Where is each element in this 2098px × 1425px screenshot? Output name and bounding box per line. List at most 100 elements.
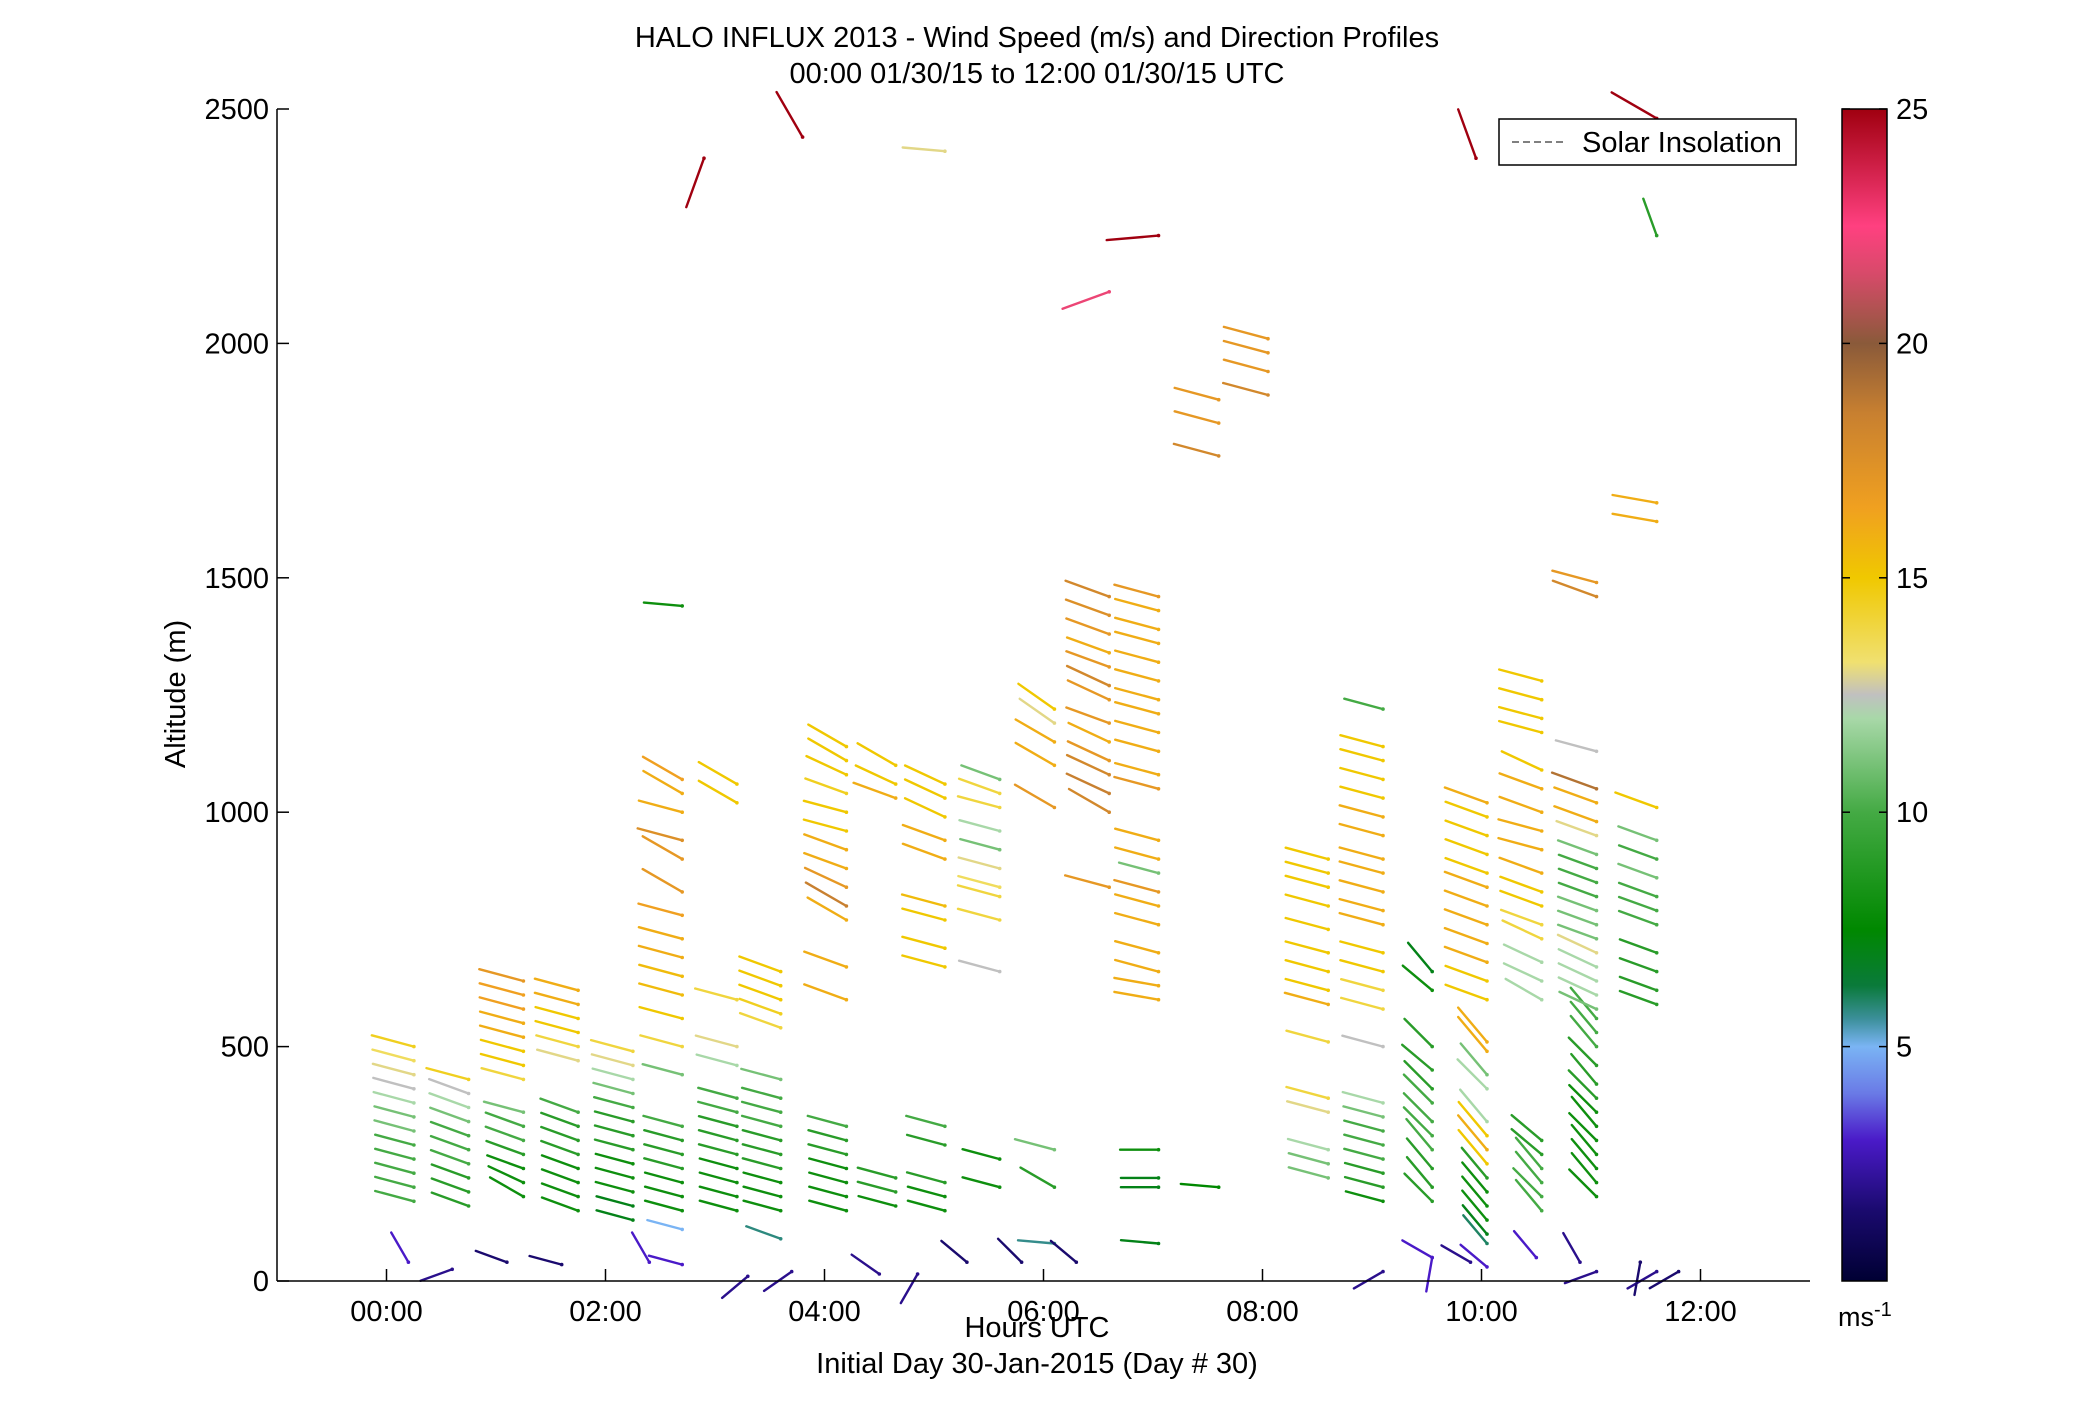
wind-barb bbox=[1284, 977, 1330, 992]
wind-barb bbox=[479, 1052, 525, 1067]
wind-barb bbox=[1339, 996, 1385, 1011]
wind-barb bbox=[1173, 386, 1220, 401]
wind-barb-tip bbox=[1216, 1185, 1221, 1189]
wind-barb-tip bbox=[1326, 969, 1330, 974]
wind-barb bbox=[641, 867, 684, 894]
wind-barb-tip bbox=[1485, 1133, 1489, 1138]
wind-barb bbox=[956, 795, 1001, 809]
wind-barb bbox=[1617, 825, 1658, 842]
wind-barb-tip bbox=[1216, 421, 1221, 425]
wind-barb-tip bbox=[1654, 857, 1659, 861]
surface-wind-barb bbox=[528, 1254, 563, 1266]
wind-barb-tip bbox=[466, 1077, 471, 1082]
wind-barb bbox=[478, 996, 525, 1011]
wind-barb bbox=[808, 1171, 848, 1184]
wind-barb-tip bbox=[735, 1096, 739, 1100]
upper-wind-barb-tip bbox=[1474, 156, 1478, 160]
wind-barb-tip bbox=[521, 1152, 526, 1157]
wind-barb bbox=[698, 1185, 739, 1198]
wind-barb bbox=[372, 1090, 416, 1105]
wind-barb-tip bbox=[521, 993, 526, 997]
wind-barb-tip bbox=[680, 810, 684, 814]
wind-barb bbox=[1342, 1105, 1385, 1119]
surface-wind-barb-tip bbox=[559, 1262, 564, 1267]
wind-barb bbox=[589, 1038, 635, 1053]
wind-barb-tip bbox=[1539, 1180, 1544, 1185]
wind-barb bbox=[590, 1053, 635, 1067]
wind-barb-tip bbox=[844, 1208, 849, 1213]
wind-barb-tip bbox=[997, 918, 1002, 922]
surface-wind-barb-tip bbox=[746, 1274, 750, 1279]
surface-wind-barb-tip bbox=[680, 1262, 684, 1267]
wind-barb-tip bbox=[576, 1166, 580, 1171]
wind-barb-tip bbox=[680, 1227, 684, 1232]
wind-barb bbox=[1510, 1113, 1543, 1142]
wind-barb-tip bbox=[1052, 721, 1057, 725]
surface-wind-barb-tip bbox=[1074, 1260, 1079, 1264]
wind-barb-tip bbox=[1539, 1138, 1544, 1143]
wind-barb-tip bbox=[1216, 397, 1221, 402]
wind-barb-tip bbox=[1485, 852, 1489, 857]
wind-barb bbox=[1402, 1092, 1434, 1123]
wind-barb bbox=[958, 819, 1001, 833]
wind-barb-tip bbox=[1326, 871, 1330, 875]
wind-barb bbox=[802, 818, 848, 833]
wind-barb-tip bbox=[680, 955, 684, 960]
wind-barb bbox=[901, 842, 947, 861]
wind-barb-tip bbox=[735, 1044, 739, 1049]
wind-barb-tip bbox=[1381, 908, 1385, 913]
y-tick-label: 2000 bbox=[204, 328, 269, 360]
wind-barb-tip bbox=[1594, 801, 1599, 805]
wind-barb bbox=[643, 1157, 684, 1170]
surface-wind-barb bbox=[1440, 1244, 1472, 1264]
wind-barb-tip bbox=[521, 1063, 526, 1068]
x-tick-label: 00:00 bbox=[350, 1296, 423, 1328]
wind-barb bbox=[374, 1175, 416, 1189]
wind-barb bbox=[594, 1180, 635, 1194]
wind-barb bbox=[1497, 668, 1543, 683]
wind-barb bbox=[1113, 583, 1160, 598]
wind-barb bbox=[1569, 1000, 1598, 1034]
x-tick-label: 10:00 bbox=[1445, 1296, 1518, 1328]
wind-barb bbox=[1287, 1166, 1330, 1180]
wind-barb-tip bbox=[1594, 922, 1599, 927]
wind-barb bbox=[1498, 856, 1543, 875]
wind-barb bbox=[1014, 718, 1056, 744]
wind-barb bbox=[1497, 818, 1543, 833]
wind-barb-tip bbox=[1539, 730, 1544, 735]
wind-barb bbox=[1065, 650, 1111, 669]
wind-barb-tip bbox=[1156, 890, 1161, 894]
wind-barb bbox=[1173, 410, 1220, 425]
wind-barb bbox=[905, 1171, 947, 1184]
wind-barb bbox=[374, 1189, 416, 1203]
wind-barb bbox=[1283, 991, 1330, 1006]
wind-barb-tip bbox=[1594, 787, 1599, 791]
wind-barb bbox=[1617, 895, 1658, 912]
wind-barb bbox=[1339, 978, 1385, 992]
wind-barb bbox=[1113, 775, 1160, 790]
wind-barb-tip bbox=[1539, 716, 1544, 721]
wind-barb bbox=[1461, 1189, 1489, 1222]
colorbar-unit-exponent: -1 bbox=[1874, 1299, 1892, 1321]
wind-barb-tip bbox=[680, 1072, 684, 1077]
wind-barb bbox=[540, 1125, 580, 1142]
wind-barb-tip bbox=[1052, 707, 1057, 711]
wind-barb bbox=[1514, 1136, 1543, 1170]
wind-barb-tip bbox=[893, 1190, 898, 1194]
wind-barb-tip bbox=[735, 782, 739, 786]
wind-barb bbox=[478, 982, 525, 997]
wind-barb-tip bbox=[1107, 758, 1111, 763]
wind-barb-tip bbox=[943, 1180, 947, 1185]
wind-barb bbox=[1066, 740, 1111, 762]
wind-barb bbox=[1403, 1172, 1434, 1203]
wind-barb bbox=[374, 1147, 416, 1161]
wind-barb-tip bbox=[1381, 1129, 1385, 1133]
wind-barb-tip bbox=[1381, 922, 1385, 927]
wind-barb-tip bbox=[844, 1124, 849, 1129]
wind-barb-tip bbox=[631, 1119, 635, 1124]
wind-barb-tip bbox=[1326, 885, 1330, 889]
wind-barb bbox=[1341, 1034, 1385, 1048]
wind-barb-tip bbox=[1594, 833, 1599, 838]
wind-barb bbox=[906, 1185, 947, 1198]
wind-barb bbox=[697, 1114, 739, 1128]
